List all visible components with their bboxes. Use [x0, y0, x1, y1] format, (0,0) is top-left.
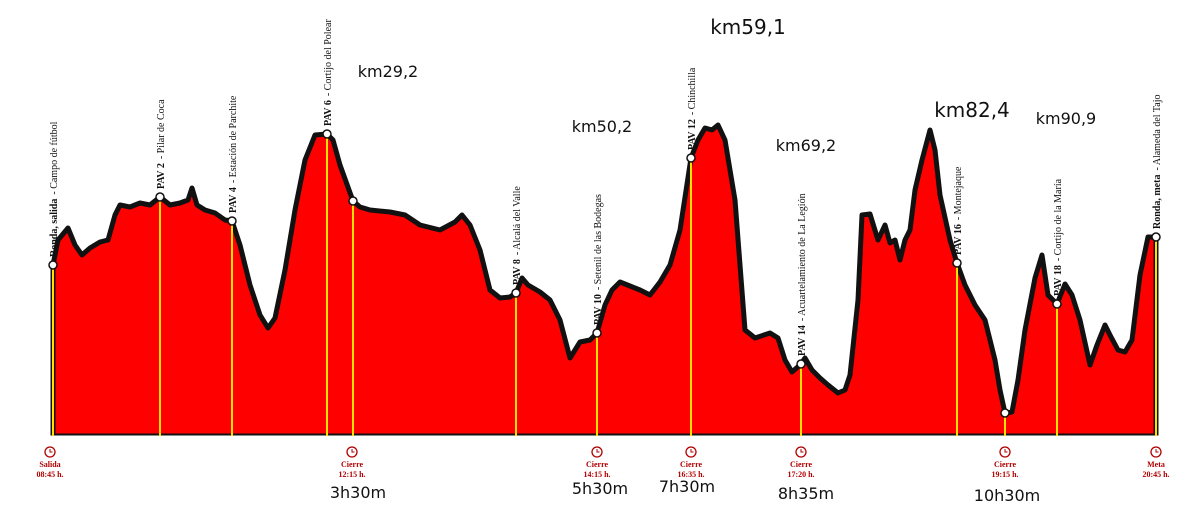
station-label: PAV 16 - Montejaque [953, 166, 964, 255]
station-place: - Alcalá del Valle [512, 186, 523, 256]
duration-label: 3h30m [330, 483, 386, 502]
station-point [511, 288, 521, 298]
station-place: - Chinchilla [687, 67, 698, 115]
station-name: PAV 16 [953, 224, 964, 255]
duration-label: 7h30m [659, 477, 715, 496]
station-name: PAV 14 [797, 325, 808, 356]
station-label: PAV 2 - Pilar de Coca [156, 99, 167, 189]
station-name: PAV 10 [593, 294, 604, 325]
checkpoint-label: Cierre [680, 460, 703, 469]
duration-label: 10h30m [974, 486, 1040, 505]
station-name: PAV 18 [1053, 265, 1064, 296]
station-name: PAV 6 [323, 100, 334, 126]
checkpoint-label: Cierre [994, 460, 1017, 469]
clock-hand [800, 449, 804, 453]
checkpoint-label: Meta [1147, 460, 1165, 469]
station-label: PAV 14 - Acuartelamiento de La Legión [797, 193, 808, 356]
station-point [796, 359, 806, 369]
station-name: Ronda, salida [49, 199, 60, 257]
clock-hand [1155, 449, 1159, 453]
duration-label: 8h35m [778, 484, 834, 503]
station-point [48, 260, 58, 270]
clock-hand [596, 449, 600, 453]
km-label: km29,2 [358, 62, 418, 81]
checkpoint-time: 12:15 h. [338, 470, 365, 479]
station-point [322, 129, 332, 139]
station-name: PAV 12 [687, 119, 698, 150]
km-label: km59,1 [710, 15, 786, 39]
station-point [592, 328, 602, 338]
checkpoint-time: 19:15 h. [991, 470, 1018, 479]
checkpoint-label: Cierre [790, 460, 813, 469]
checkpoint-label: Cierre [586, 460, 609, 469]
km-label: km90,9 [1036, 109, 1096, 128]
profile-area [50, 122, 1159, 439]
station-label: Ronda, salida - Campo de fútbol [49, 121, 60, 257]
station-point [952, 258, 962, 268]
station-name: Ronda, meta [1152, 175, 1163, 229]
station-point [1000, 408, 1010, 418]
km-label: km69,2 [776, 136, 836, 155]
km-label: km82,4 [934, 98, 1010, 122]
clock-hand [351, 449, 355, 453]
station-point [686, 153, 696, 163]
station-point [1052, 299, 1062, 309]
station-point [348, 196, 358, 206]
clock-hand [690, 449, 694, 453]
station-name: PAV 8 [512, 259, 523, 285]
station-place: - Cortijo del Polear [323, 19, 334, 97]
checkpoint-label: Cierre [341, 460, 364, 469]
station-place: - Montejaque [953, 166, 964, 220]
duration-label: 5h30m [572, 479, 628, 498]
station-label: Ronda, meta - Alameda del Tajo [1152, 95, 1163, 230]
station-name: PAV 4 [228, 187, 239, 213]
checkpoint-time: 16:35 h. [677, 470, 704, 479]
station-point [227, 216, 237, 226]
station-place: - Campo de fútbol [49, 121, 60, 194]
station-label: PAV 6 - Cortijo del Polear [323, 19, 334, 126]
station-place: - Setenil de las Bodegas [593, 194, 604, 290]
checkpoint-label: Salida [39, 460, 60, 469]
checkpoint-time: 14:15 h. [583, 470, 610, 479]
station-name: PAV 2 [156, 163, 167, 189]
station-place: - Pilar de Coca [156, 99, 167, 159]
checkpoint-time: 17:20 h. [787, 470, 814, 479]
station-label: PAV 4 - Estación de Parchite [228, 95, 239, 213]
station-point [1151, 232, 1161, 242]
checkpoint-time: 08:45 h. [36, 470, 63, 479]
station-label: PAV 10 - Setenil de las Bodegas [593, 194, 604, 325]
station-place: - Acuartelamiento de La Legión [797, 193, 808, 321]
clock-hand [49, 449, 53, 453]
km-label: km50,2 [572, 117, 632, 136]
checkpoint-time: 20:45 h. [1142, 470, 1169, 479]
station-label: PAV 18 - Cortijo de la María [1053, 178, 1064, 296]
station-point [155, 192, 165, 202]
station-place: - Cortijo de la María [1053, 178, 1064, 261]
station-label: PAV 8 - Alcalá del Valle [512, 186, 523, 285]
station-place: - Estación de Parchite [228, 95, 239, 183]
clock-hand [1004, 449, 1008, 453]
station-place: - Alameda del Tajo [1152, 95, 1163, 171]
station-label: PAV 12 - Chinchilla [687, 67, 698, 150]
